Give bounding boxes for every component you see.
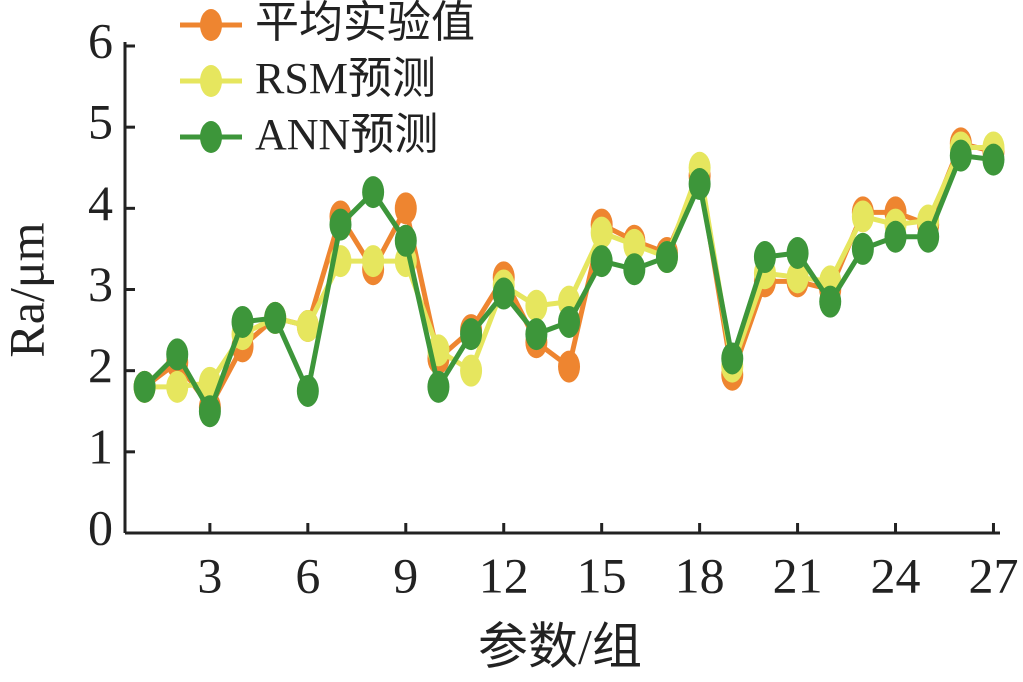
marker xyxy=(296,310,319,343)
x-tick-label: 27 xyxy=(968,547,1018,603)
marker xyxy=(949,139,972,172)
marker xyxy=(166,338,189,371)
marker xyxy=(362,245,385,278)
legend-label: RSM预测 xyxy=(255,54,436,103)
y-tick-label: 6 xyxy=(88,12,113,68)
marker xyxy=(917,220,940,253)
marker xyxy=(851,200,874,233)
y-tick-label: 1 xyxy=(88,418,113,474)
marker xyxy=(231,305,254,338)
legend-marker xyxy=(200,121,222,153)
marker xyxy=(492,277,515,310)
marker xyxy=(329,208,352,241)
y-tick-label: 4 xyxy=(88,175,113,231)
marker xyxy=(884,220,907,253)
x-tick-label: 18 xyxy=(675,547,725,603)
marker xyxy=(590,245,613,278)
x-tick-label: 12 xyxy=(479,547,529,603)
marker xyxy=(753,241,776,274)
legend-label: ANN预测 xyxy=(255,110,438,159)
marker xyxy=(460,318,483,351)
marker xyxy=(688,167,711,200)
marker xyxy=(525,289,548,322)
legend-label: 平均实验值 xyxy=(255,0,475,47)
marker xyxy=(786,261,809,294)
x-tick-label: 9 xyxy=(393,547,418,603)
y-tick-label: 3 xyxy=(88,256,113,312)
x-axis-label: 参数/组 xyxy=(478,618,642,674)
marker xyxy=(427,370,450,403)
marker xyxy=(264,301,287,334)
marker xyxy=(394,224,417,257)
marker xyxy=(133,370,156,403)
x-tick-label: 6 xyxy=(295,547,320,603)
x-tick-label: 24 xyxy=(871,547,921,603)
legend-marker xyxy=(200,65,222,97)
marker xyxy=(721,342,744,375)
legend-marker xyxy=(200,9,222,41)
marker xyxy=(460,354,483,387)
marker xyxy=(655,241,678,274)
marker xyxy=(590,216,613,249)
x-tick-label: 21 xyxy=(773,547,823,603)
marker xyxy=(525,318,548,351)
x-tick-label: 15 xyxy=(577,547,627,603)
marker xyxy=(362,176,385,209)
marker xyxy=(166,370,189,403)
marker xyxy=(819,285,842,318)
y-axis-label: Ra/μm xyxy=(0,222,54,357)
marker xyxy=(198,395,221,428)
marker xyxy=(623,253,646,286)
marker xyxy=(558,350,581,383)
y-tick-label: 2 xyxy=(88,337,113,393)
marker xyxy=(623,228,646,261)
marker xyxy=(982,143,1005,176)
x-tick-label: 3 xyxy=(197,547,222,603)
marker xyxy=(786,236,809,269)
marker xyxy=(558,305,581,338)
marker xyxy=(851,232,874,265)
marker xyxy=(394,192,417,225)
marker xyxy=(296,374,319,407)
y-tick-label: 5 xyxy=(88,94,113,150)
y-tick-label: 0 xyxy=(88,499,113,555)
